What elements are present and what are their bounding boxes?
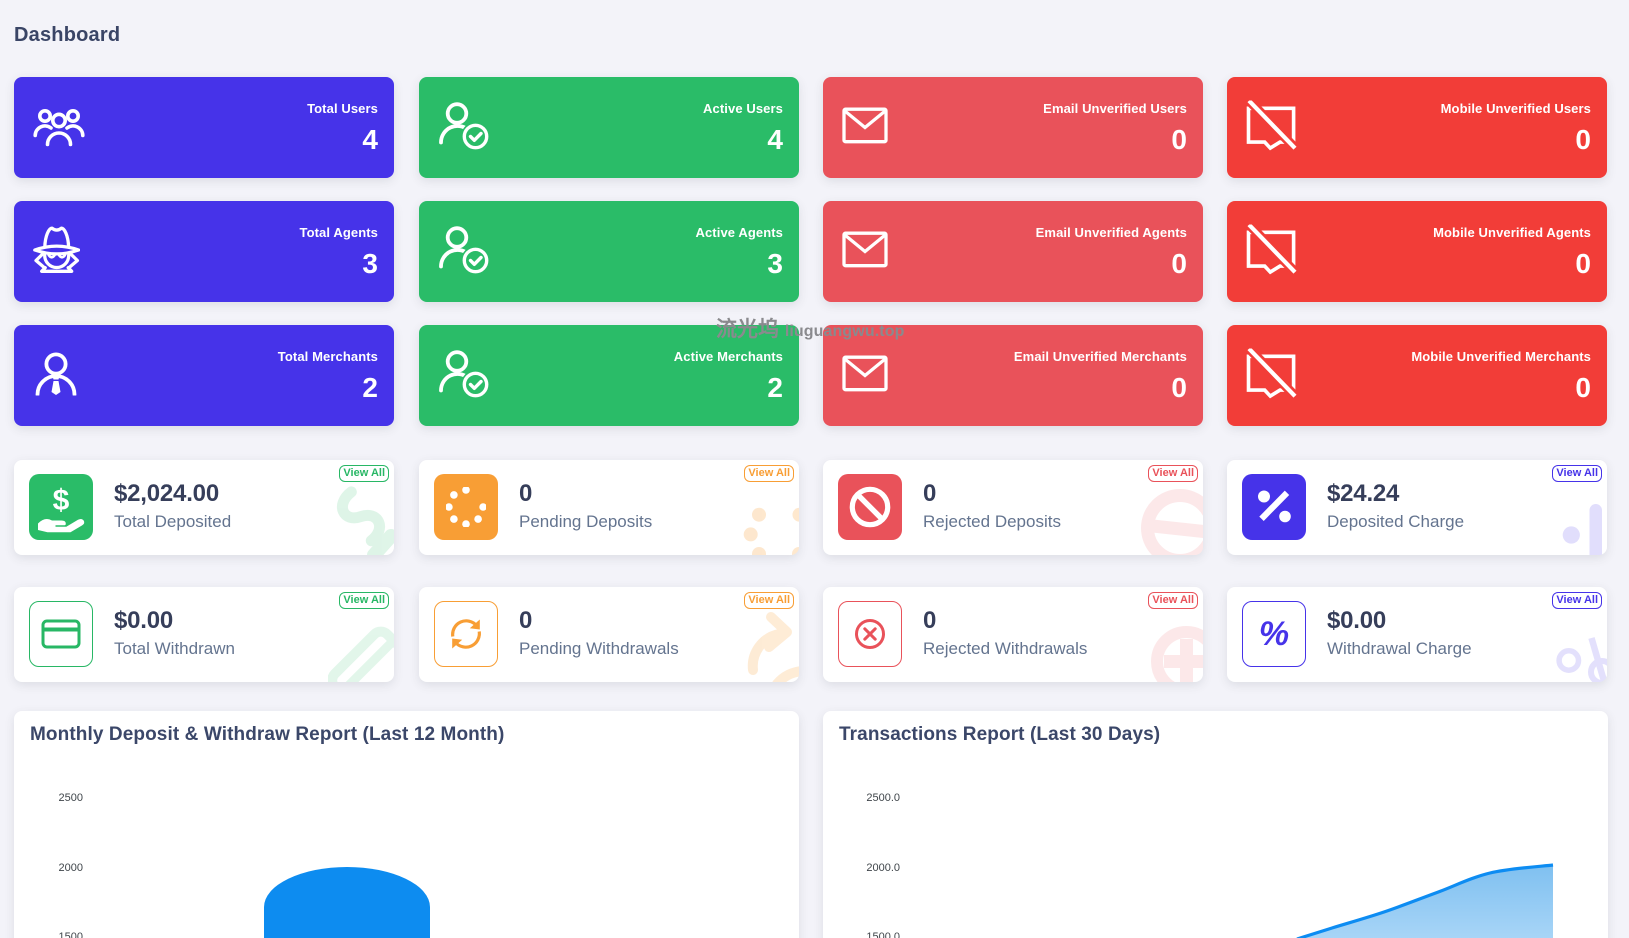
svg-text:$: $ [53, 484, 70, 517]
